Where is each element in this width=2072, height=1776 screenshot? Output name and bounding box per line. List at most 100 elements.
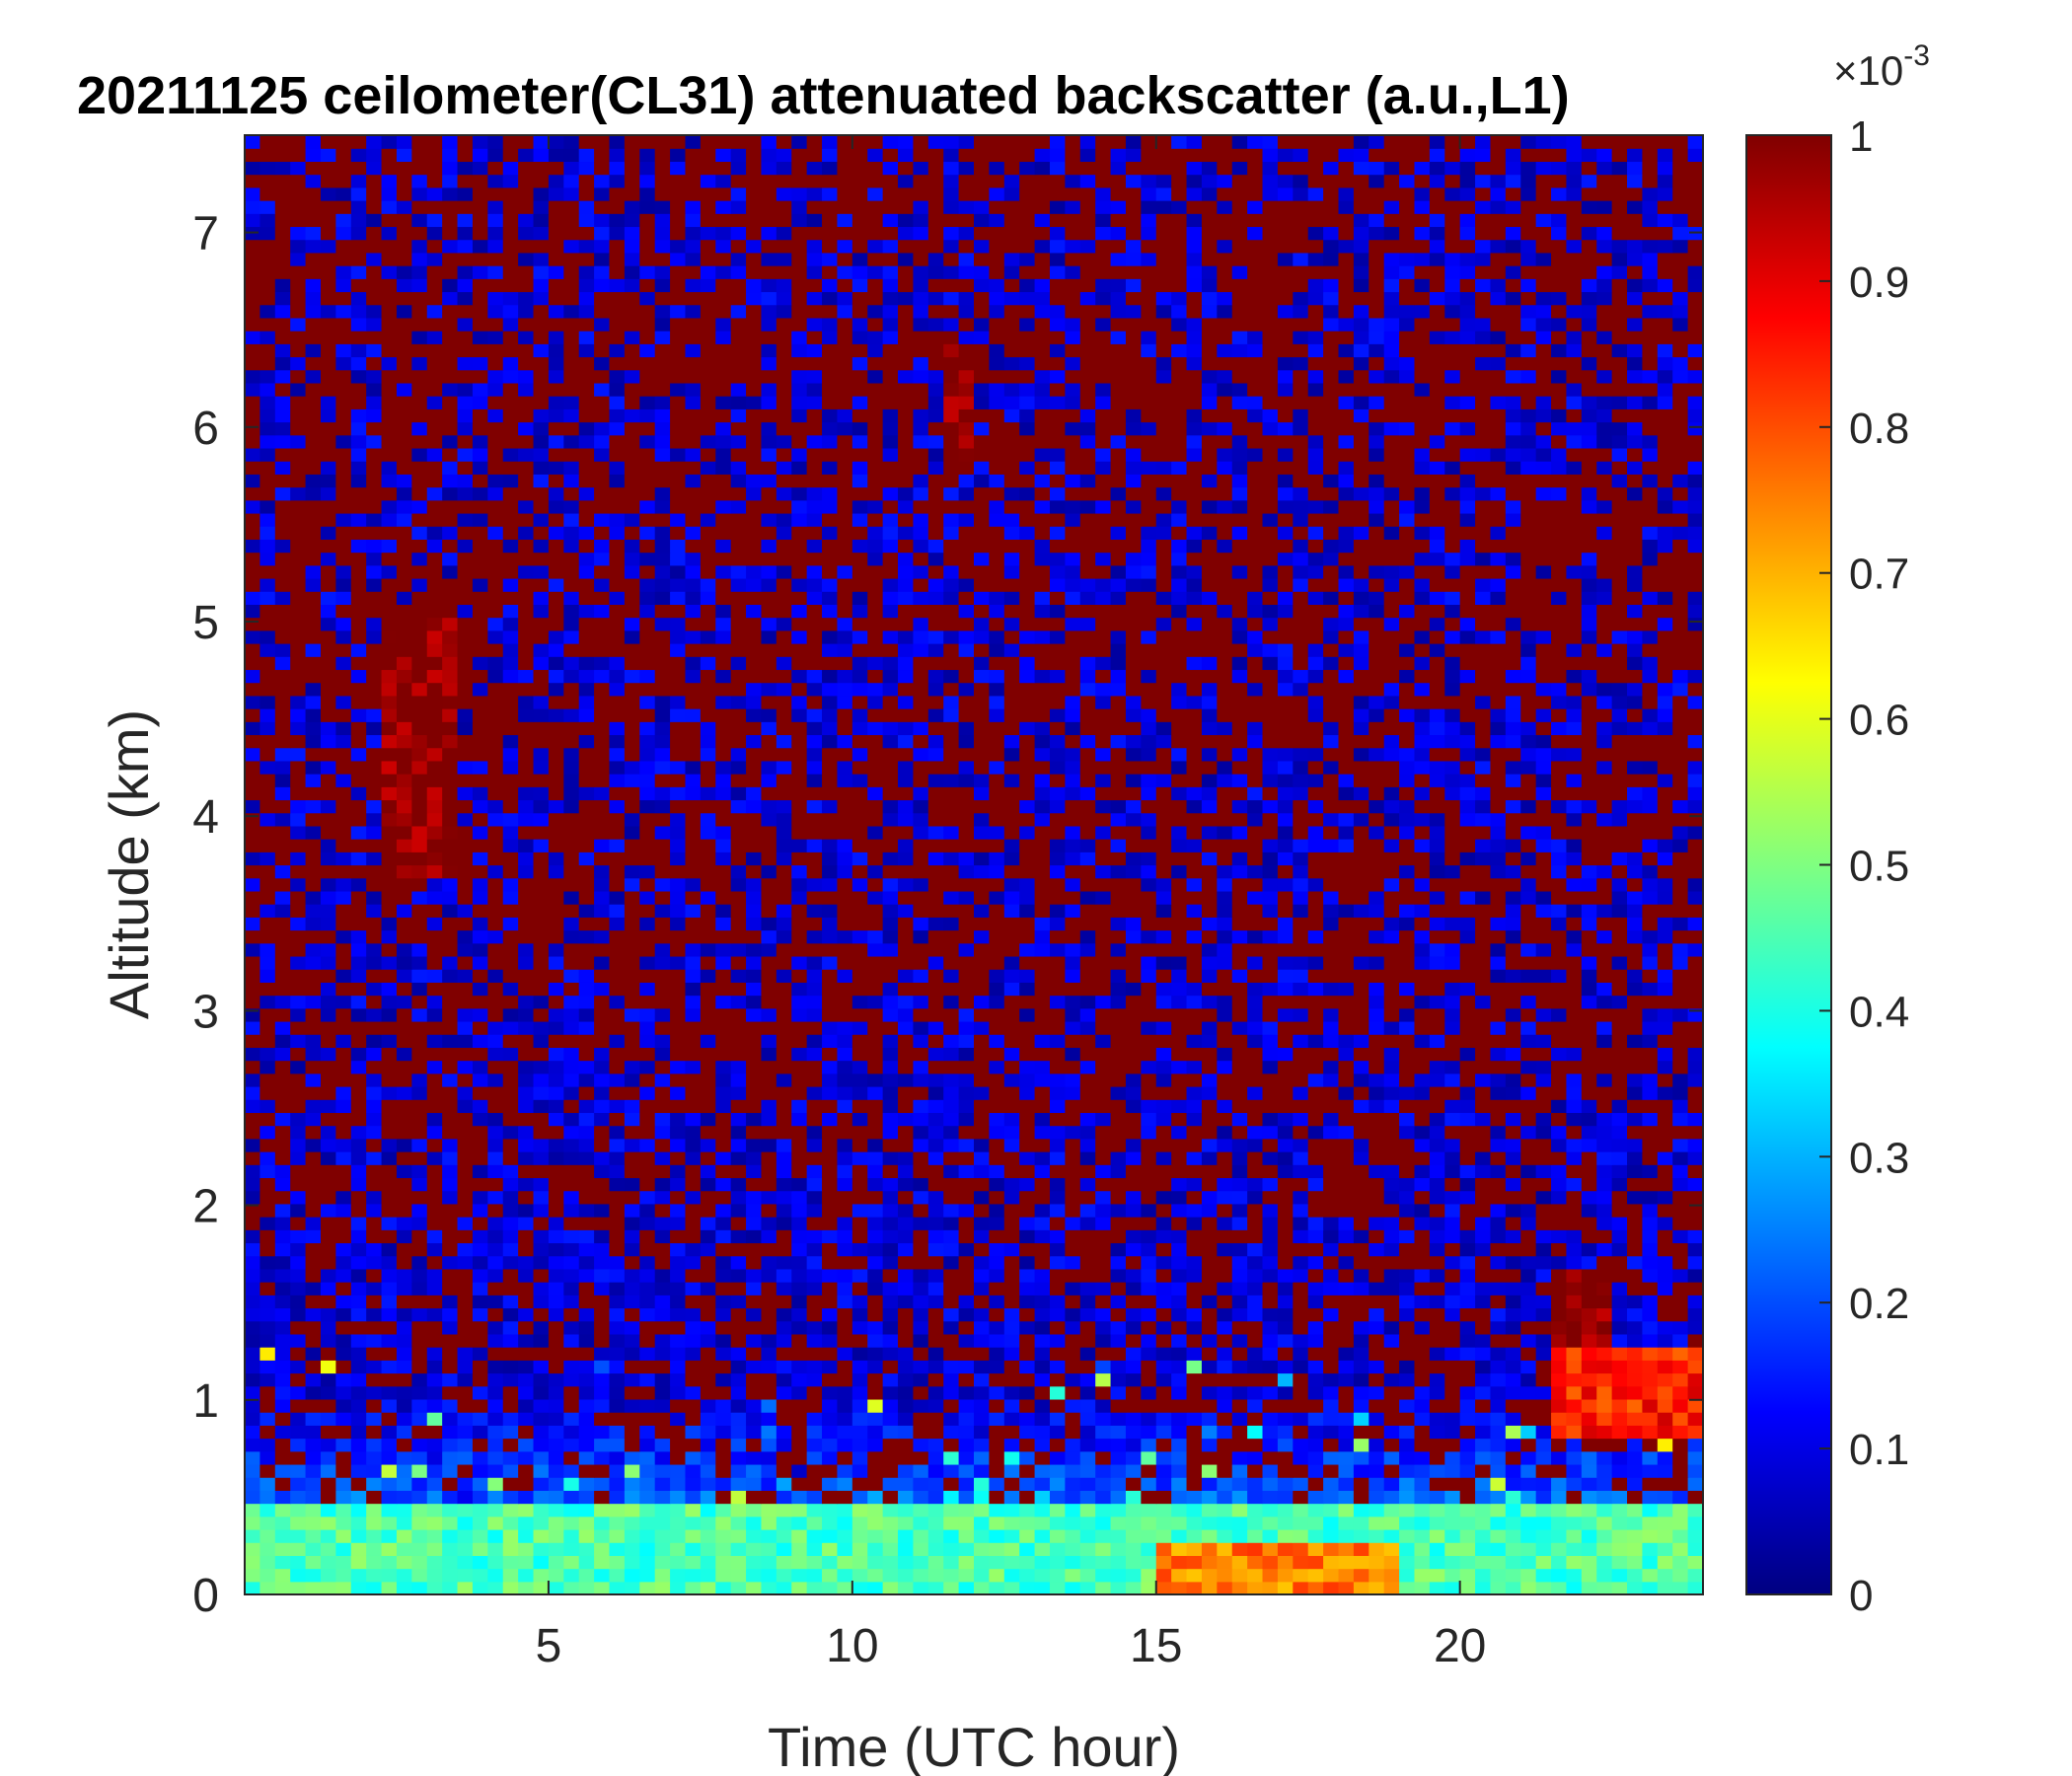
heatmap-cell [1520, 1242, 1537, 1257]
heatmap-cell [1323, 1528, 1340, 1543]
heatmap-cell [913, 1581, 929, 1594]
heatmap-cell [715, 1555, 732, 1570]
heatmap-cell [1429, 982, 1445, 997]
heatmap-cell [1125, 1085, 1142, 1100]
heatmap-cell [927, 1528, 944, 1543]
heatmap-cell [1186, 969, 1203, 983]
heatmap-cell [1353, 1060, 1369, 1074]
heatmap-cell [1049, 1164, 1066, 1179]
heatmap-cell [1155, 1177, 1172, 1192]
heatmap-cell [259, 1425, 276, 1440]
heatmap-cell [1049, 1020, 1066, 1035]
heatmap-cell [1155, 1568, 1172, 1583]
heatmap-cell [426, 1242, 443, 1257]
heatmap-cell [350, 929, 367, 944]
heatmap-cell [958, 1438, 975, 1452]
heatmap-cell [1505, 1073, 1521, 1087]
heatmap-cell [1383, 1190, 1400, 1205]
heatmap-cell [472, 1217, 488, 1230]
heatmap-cell [1369, 1151, 1385, 1165]
heatmap-cell [715, 1229, 732, 1244]
heatmap-cell [411, 1555, 428, 1570]
heatmap-cell [1231, 995, 1248, 1009]
heatmap-cell [1369, 1412, 1385, 1426]
heatmap-cell [685, 1255, 702, 1270]
heatmap-cell [1369, 1242, 1385, 1257]
heatmap-cell [487, 969, 504, 983]
heatmap-cell [594, 1555, 611, 1570]
heatmap-cell [1399, 1425, 1416, 1440]
heatmap-cell [290, 1320, 307, 1335]
heatmap-cell [1049, 1151, 1066, 1165]
heatmap-cell [1110, 995, 1127, 1009]
heatmap-cell [259, 1385, 276, 1400]
heatmap-cell [898, 1450, 915, 1465]
heatmap-cell [1459, 1217, 1476, 1230]
heatmap-cell [548, 1203, 564, 1218]
heatmap-cell [578, 1412, 595, 1426]
heatmap-cell [1323, 1255, 1340, 1270]
heatmap-cell [624, 1360, 640, 1374]
heatmap-cell [974, 1347, 990, 1361]
heatmap-cell [1475, 1463, 1492, 1478]
heatmap-cell [943, 1007, 960, 1022]
heatmap-cell [396, 1542, 412, 1556]
heatmap-cell [791, 1360, 808, 1374]
heatmap-cell [411, 1542, 428, 1556]
heatmap-cell [1353, 1568, 1369, 1583]
heatmap-cell [761, 1085, 777, 1100]
heatmap-cell [1231, 955, 1248, 970]
heatmap-cell [700, 1217, 716, 1230]
heatmap-cell [1307, 1320, 1324, 1335]
heatmap-cell [1201, 1164, 1218, 1179]
heatmap-cell [1596, 1085, 1613, 1100]
heatmap-cell [487, 1320, 504, 1335]
heatmap-cell [1399, 1477, 1416, 1491]
heatmap-cell [335, 1307, 352, 1322]
heatmap-cell [578, 955, 595, 970]
heatmap-cell [1505, 1007, 1521, 1022]
heatmap-cell [609, 1568, 626, 1583]
heatmap-cell [1520, 1151, 1537, 1165]
heatmap-cell [1672, 1516, 1689, 1530]
heatmap-cell [1444, 1085, 1461, 1100]
heatmap-cell [1505, 1412, 1521, 1426]
heatmap-cell [426, 1555, 443, 1570]
heatmap-cell [1627, 1463, 1644, 1478]
heatmap-cell [791, 1398, 808, 1413]
heatmap-cell [685, 1217, 702, 1230]
heatmap-cell [518, 1320, 535, 1335]
heatmap-cell [1201, 1463, 1218, 1478]
heatmap-cell [1323, 1385, 1340, 1400]
heatmap-cell [1110, 1347, 1127, 1361]
heatmap-cell [761, 1516, 777, 1530]
heatmap-cell [472, 1307, 488, 1322]
heatmap-cell [1125, 1295, 1142, 1309]
heatmap-cell [396, 1516, 412, 1530]
heatmap-cell [791, 1112, 808, 1127]
heatmap-cell [442, 1450, 459, 1465]
heatmap-cell [563, 1020, 580, 1035]
heatmap-cell [1019, 917, 1036, 931]
heatmap-cell [1293, 955, 1309, 970]
heatmap-cell [1687, 1217, 1703, 1230]
heatmap-cell [1141, 942, 1157, 957]
heatmap-cell [1353, 1151, 1369, 1165]
heatmap-cell [670, 1099, 687, 1114]
heatmap-cell [396, 1138, 412, 1152]
heatmap-cell [1353, 1528, 1369, 1543]
heatmap-cell [1003, 1138, 1020, 1152]
heatmap-cell [776, 1568, 792, 1583]
heatmap-cell [1475, 955, 1492, 970]
heatmap-cell [396, 1307, 412, 1322]
heatmap-cell [1353, 1516, 1369, 1530]
heatmap-cell [305, 1372, 322, 1387]
heatmap-cell [335, 1295, 352, 1309]
heatmap-cell [1657, 1085, 1673, 1100]
heatmap-cell [1369, 1020, 1385, 1035]
heatmap-cell [609, 1190, 626, 1205]
heatmap-cell [426, 1164, 443, 1179]
heatmap-cell [670, 1177, 687, 1192]
heatmap-cell [1262, 1151, 1279, 1165]
heatmap-cell [882, 1242, 899, 1257]
